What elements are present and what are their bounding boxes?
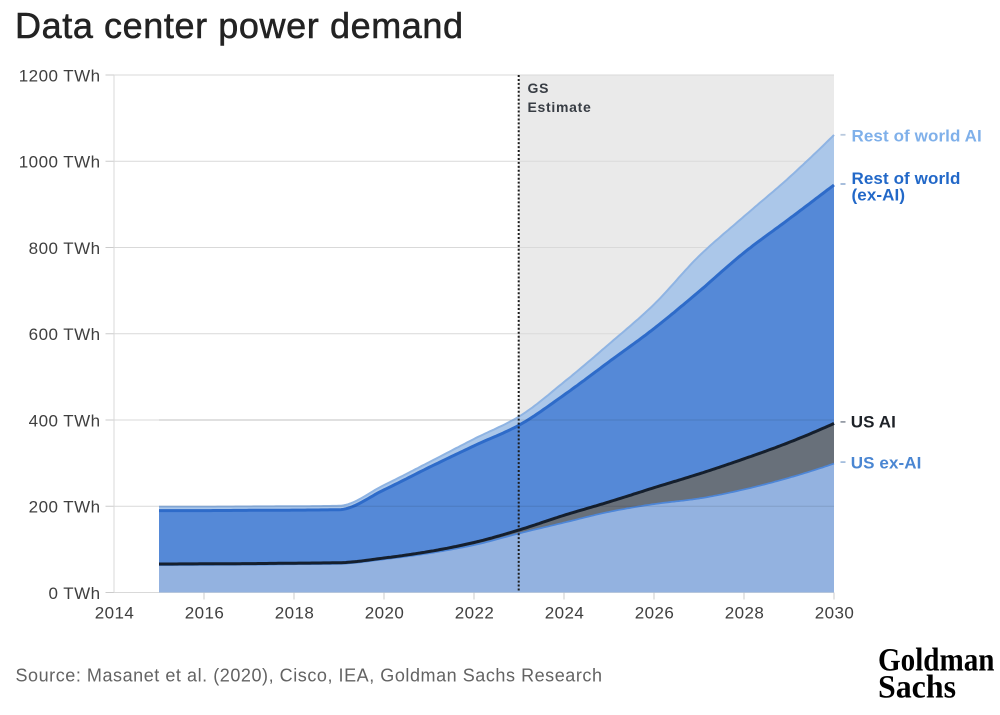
svg-text:Rest of world AI: Rest of world AI bbox=[852, 126, 982, 145]
svg-text:2030: 2030 bbox=[815, 604, 855, 623]
svg-text:US AI: US AI bbox=[851, 413, 896, 432]
svg-text:2022: 2022 bbox=[455, 604, 495, 623]
svg-text:2028: 2028 bbox=[725, 604, 765, 623]
svg-text:Sachs: Sachs bbox=[878, 670, 956, 706]
svg-text:800 TWh: 800 TWh bbox=[29, 239, 101, 258]
svg-text:2026: 2026 bbox=[635, 604, 675, 623]
svg-text:1200 TWh: 1200 TWh bbox=[19, 66, 101, 85]
svg-text:Data center power demand: Data center power demand bbox=[15, 5, 464, 46]
svg-text:1000 TWh: 1000 TWh bbox=[19, 153, 101, 172]
svg-text:400 TWh: 400 TWh bbox=[29, 411, 101, 430]
svg-text:0 TWh: 0 TWh bbox=[48, 584, 100, 603]
svg-text:GS: GS bbox=[528, 80, 550, 96]
svg-text:2020: 2020 bbox=[365, 604, 405, 623]
svg-text:(ex-AI): (ex-AI) bbox=[852, 186, 906, 205]
svg-text:2016: 2016 bbox=[185, 604, 225, 623]
svg-text:200 TWh: 200 TWh bbox=[29, 498, 101, 517]
svg-text:2024: 2024 bbox=[545, 604, 585, 623]
svg-text:Rest of world: Rest of world bbox=[852, 169, 961, 188]
svg-text:Estimate: Estimate bbox=[528, 99, 592, 115]
svg-text:US ex-AI: US ex-AI bbox=[851, 453, 922, 472]
svg-text:2014: 2014 bbox=[95, 604, 135, 623]
svg-text:Goldman: Goldman bbox=[878, 643, 995, 679]
svg-text:2018: 2018 bbox=[275, 604, 315, 623]
svg-text:600 TWh: 600 TWh bbox=[29, 325, 101, 344]
svg-text:Source: Masanet et al. (2020),: Source: Masanet et al. (2020), Cisco, IE… bbox=[16, 665, 603, 685]
